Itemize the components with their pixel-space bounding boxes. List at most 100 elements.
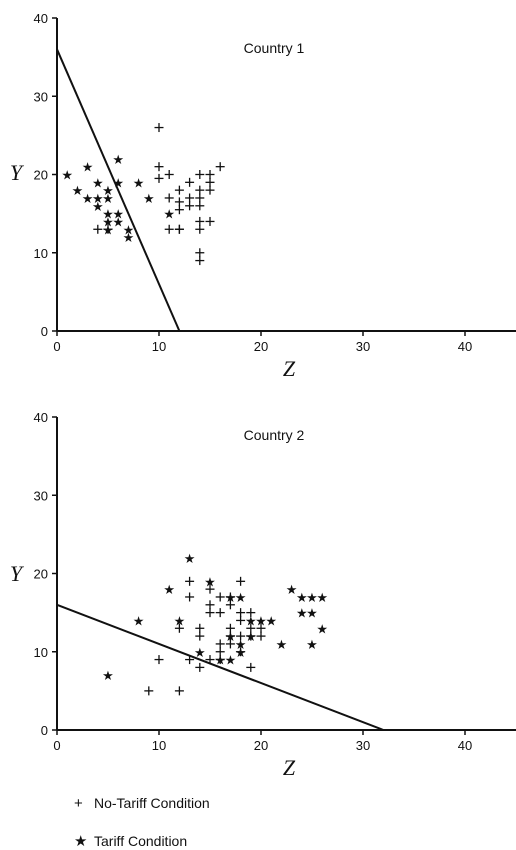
c1-no-tariff-point — [205, 177, 215, 187]
c1-tariff-point: ★ — [112, 208, 124, 223]
c2-tariff-point: ★ — [296, 607, 308, 622]
c2-no-tariff-point — [154, 655, 164, 665]
legend-label-no-tariff: No-Tariff Condition — [94, 795, 210, 811]
c2-y-tick-label: 40 — [34, 410, 48, 425]
c1-no-tariff-point — [195, 248, 205, 258]
c2-chart-title: Country 2 — [244, 427, 305, 443]
c2-no-tariff-point — [246, 631, 256, 641]
c1-x-tick-label: 10 — [152, 339, 166, 354]
c2-no-tariff-point — [174, 686, 184, 696]
c1-no-tariff-point — [205, 185, 215, 195]
c2-no-tariff-point — [246, 662, 256, 672]
c1-tariff-point: ★ — [112, 176, 124, 191]
c1-tariff-point: ★ — [102, 223, 114, 238]
c1-no-tariff-point — [164, 193, 174, 203]
c1-tariff-point: ★ — [72, 184, 84, 199]
c2-no-tariff-point — [236, 608, 246, 618]
c2-tariff-point: ★ — [204, 575, 216, 590]
c1-tariff-point: ★ — [92, 200, 104, 215]
c1-tariff-point: ★ — [102, 208, 114, 223]
c2-tariff-point: ★ — [174, 614, 186, 629]
c2-no-tariff-point — [215, 592, 225, 602]
c1-tariff-point: ★ — [82, 192, 94, 207]
c1-y-tick-label: 20 — [34, 168, 48, 183]
c1-tariff-point: ★ — [112, 153, 124, 168]
star-marker-icon: ★ — [74, 833, 88, 850]
c2-tariff-point: ★ — [265, 614, 277, 629]
c1-boundary-line — [56, 48, 181, 332]
c2-no-tariff-point — [205, 655, 215, 665]
c1-no-tariff-point — [93, 224, 103, 234]
c1-y-axis-label: Y — [10, 160, 25, 185]
c2-no-tariff-point — [205, 584, 215, 594]
c1-y-tick-label: 0 — [41, 324, 48, 339]
c2-no-tariff-point — [195, 631, 205, 641]
c2-no-tariff-point — [185, 655, 195, 665]
c2-tariff-point: ★ — [286, 583, 298, 598]
c1-no-tariff-point — [195, 216, 205, 226]
c2-no-tariff-point — [225, 631, 235, 641]
c2-no-tariff-point — [144, 686, 154, 696]
c1-tariff-point: ★ — [112, 215, 124, 230]
c2-tariff-point: ★ — [194, 646, 206, 661]
c2-tariff-point: ★ — [276, 638, 288, 653]
c2-no-tariff-point — [246, 623, 256, 633]
c1-no-tariff-point — [195, 170, 205, 179]
c2-no-tariff-point — [236, 631, 246, 641]
c2-tariff-point: ★ — [296, 591, 308, 606]
c1-no-tariff-point — [154, 173, 164, 183]
c2-tariff-point: ★ — [316, 591, 328, 606]
c2-tariff-point: ★ — [306, 638, 318, 653]
c2-tariff-point: ★ — [316, 622, 328, 637]
c1-no-tariff-point — [185, 201, 195, 211]
c2-y-axis-label: Y — [10, 561, 25, 586]
c2-x-tick-label: 0 — [53, 738, 60, 753]
c1-no-tariff-point — [164, 224, 174, 234]
c1-x-tick-label: 30 — [356, 339, 370, 354]
c2-no-tariff-point — [215, 647, 225, 657]
c2-no-tariff-point — [236, 647, 246, 657]
c2-no-tariff-point — [256, 623, 266, 633]
legend-item-tariff: ★ Tariff Condition — [74, 832, 187, 850]
c2-no-tariff-point — [236, 615, 246, 625]
c2-no-tariff-point — [195, 662, 205, 672]
c2-tariff-point: ★ — [133, 614, 145, 629]
c2-no-tariff-point — [225, 600, 235, 610]
c1-no-tariff-point — [154, 123, 164, 133]
c2-x-tick-label: 20 — [254, 738, 268, 753]
c1-no-tariff-point — [205, 216, 215, 226]
c2-no-tariff-point — [256, 631, 266, 641]
c2-no-tariff-point — [185, 592, 195, 602]
c1-tariff-point: ★ — [92, 176, 104, 191]
c1-tariff-point: ★ — [82, 161, 94, 176]
c2-tariff-point: ★ — [184, 552, 196, 567]
c1-no-tariff-point — [185, 193, 195, 203]
c2-no-tariff-point — [225, 639, 235, 649]
plus-marker-icon: + — [74, 795, 83, 812]
c1-no-tariff-point — [205, 170, 215, 179]
c2-x-tick-label: 10 — [152, 738, 166, 753]
c2-tariff-point: ★ — [235, 638, 247, 653]
c2-no-tariff-point — [225, 623, 235, 633]
c1-chart-title: Country 1 — [244, 40, 305, 56]
c1-no-tariff-point — [195, 224, 205, 234]
c2-no-tariff-point — [174, 623, 184, 633]
c1-no-tariff-point — [103, 224, 113, 234]
c1-y-tick-label: 40 — [34, 11, 48, 26]
c1-tariff-point: ★ — [102, 184, 114, 199]
c1-tariff-point: ★ — [61, 169, 73, 184]
c1-no-tariff-point — [174, 185, 184, 195]
c1-no-tariff-point — [154, 162, 164, 172]
c2-no-tariff-point — [205, 600, 215, 610]
c2-x-tick-label: 40 — [458, 738, 472, 753]
c2-no-tariff-point — [246, 608, 256, 618]
c2-boundary-line — [56, 603, 384, 731]
c2-no-tariff-point — [215, 608, 225, 618]
c2-y-tick-label: 30 — [34, 488, 48, 503]
c1-tariff-point: ★ — [163, 208, 175, 223]
c2-tariff-point: ★ — [235, 591, 247, 606]
c1-x-tick-label: 40 — [458, 339, 472, 354]
c1-no-tariff-point — [195, 185, 205, 195]
c2-tariff-point: ★ — [225, 591, 237, 606]
